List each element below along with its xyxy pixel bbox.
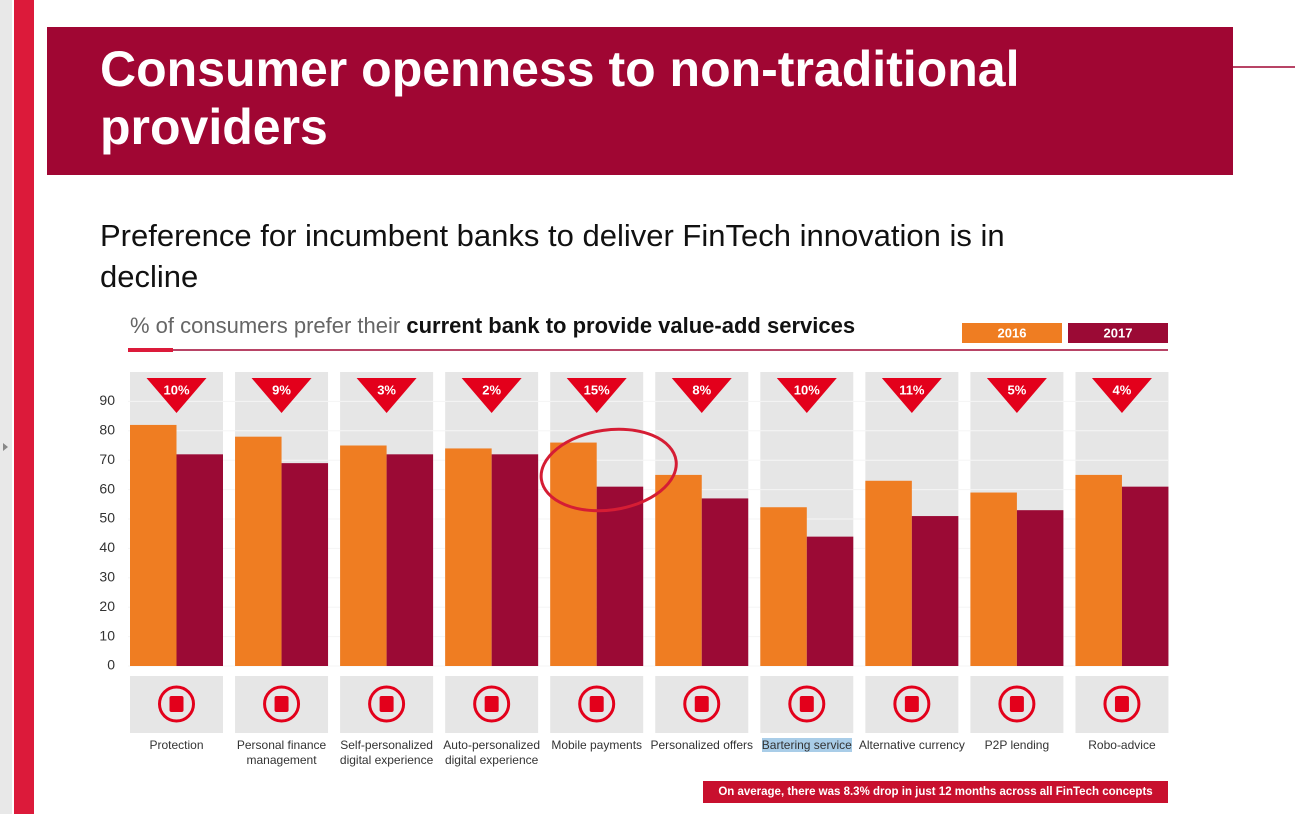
drop-label: 15% [584,382,610,397]
category-icon [1103,685,1141,723]
heading-bold: current bank to provide value-add servic… [406,313,855,338]
x-tick-label: Protection [149,738,204,752]
drop-triangle [881,378,942,413]
banner-notch [34,61,44,73]
x-tick-label: Robo-advice [1088,738,1156,752]
bar [281,463,329,666]
subtitle: Preference for incumbent banks to delive… [100,218,1005,294]
footnote: On average, there was 8.3% drop in just … [703,781,1168,803]
legend-swatch [1068,323,1168,343]
bar [550,442,597,666]
edge-arrow [3,443,8,451]
drop-label: 2% [482,382,501,397]
bar [130,424,177,666]
category-icon-core [274,696,289,712]
y-tick-label: 80 [99,422,115,438]
category-icon-core [589,696,604,712]
category-icon [998,685,1036,723]
legend-label: 2016 [998,325,1027,340]
y-tick-label: 20 [99,598,115,614]
legend-swatch [962,323,1062,343]
category-icon-core [904,696,919,712]
y-tick-label: 40 [99,539,115,555]
category-icon-core [169,696,184,712]
x-tick-label: Auto-personalized digital experience [443,738,540,767]
y-tick-label: 0 [107,657,115,673]
drop-triangle [251,378,312,413]
drop-triangle [671,378,732,413]
legend-label: 2017 [1104,325,1133,340]
bar [911,516,959,666]
x-tick-label: Personalized offers [650,738,753,752]
bar [176,454,223,666]
x-tick-label: Personal finance management [236,738,327,767]
heading-regular: % of consumers prefer their [130,313,406,338]
bar [865,480,912,666]
category-icon [683,685,721,723]
category-icon [263,685,301,723]
bar [970,492,1017,666]
category-icon-core [1114,696,1129,712]
drop-triangle [986,378,1047,413]
category-icon-core [379,696,394,712]
bar [701,498,749,666]
y-tick-label: 50 [99,510,115,526]
bar [806,536,854,666]
drop-label: 8% [692,382,711,397]
drop-triangle [1091,378,1152,413]
bar [655,474,702,666]
drop-triangle [776,378,837,413]
title: Consumer openness to non-traditional pro… [100,41,1020,155]
bar [760,507,807,666]
drop-label: 4% [1113,382,1132,397]
y-tick-label: 70 [99,451,115,467]
drop-triangle [356,378,417,413]
drop-label: 11% [899,382,925,397]
bar [386,454,434,666]
highlight: Bartering service [761,738,852,752]
x-tick-label: Self-personalized digital experience [339,738,434,767]
y-tick-label: 30 [99,569,115,585]
drop-label: 3% [377,382,396,397]
category-icon-core [1009,696,1024,712]
drop-label: 9% [272,382,291,397]
category-icon [578,685,616,723]
side-edge [0,0,12,814]
category-icon [893,685,931,723]
category-icon [368,685,406,723]
drop-triangle [146,378,207,413]
bar [340,445,387,666]
category-icon-core [694,696,709,712]
drop-label: 10% [163,382,189,397]
category-icon [158,685,195,723]
bar [1075,474,1122,666]
y-tick-label: 10 [99,627,115,643]
x-tick-label: Mobile payments [551,738,643,752]
bar [596,486,644,666]
x-tick-label: Alternative currency [858,738,965,752]
title-banner [47,27,1233,175]
chart-heading: % of consumers prefer their current bank… [130,313,855,338]
bar [445,448,492,666]
drop-label: 10% [794,382,820,397]
annotation-circle [539,427,678,513]
drop-triangle [461,378,522,413]
x-tick-label: P2P lending [984,738,1050,752]
bar [235,436,282,666]
category-icon [788,685,826,723]
bar [1121,486,1169,666]
drop-triangle [566,378,627,413]
category-icon [473,685,511,723]
y-tick-label: 90 [99,392,115,408]
y-tick-label: 60 [99,480,115,496]
drop-label: 5% [1008,382,1027,397]
bar [1016,510,1064,666]
bar [491,454,539,666]
x-tick-label: Bartering service [753,738,861,753]
side-stripe [14,0,34,814]
category-icon-core [484,696,499,712]
category-icon-core [799,696,814,712]
